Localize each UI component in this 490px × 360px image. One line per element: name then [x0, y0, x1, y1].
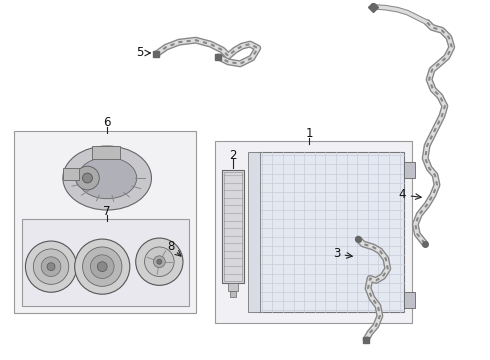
Circle shape [82, 173, 93, 183]
Text: 3: 3 [333, 247, 340, 260]
Text: 2: 2 [229, 149, 237, 162]
Bar [224, 172, 242, 282]
Bar [248, 152, 260, 312]
Text: 7: 7 [103, 205, 111, 218]
Ellipse shape [77, 157, 137, 199]
Circle shape [91, 255, 114, 278]
Circle shape [145, 247, 174, 276]
Text: 1: 1 [305, 127, 313, 140]
Circle shape [47, 263, 55, 271]
Circle shape [157, 259, 162, 264]
Text: 5: 5 [136, 45, 144, 59]
Circle shape [98, 262, 107, 271]
Bar [228, 283, 238, 291]
Text: 8: 8 [168, 240, 175, 253]
Bar [404, 292, 416, 308]
Bar [93, 145, 120, 159]
Circle shape [136, 238, 183, 285]
Text: 6: 6 [103, 116, 111, 129]
Ellipse shape [63, 146, 151, 210]
Bar [22, 219, 189, 306]
Circle shape [74, 239, 130, 294]
Bar [258, 152, 404, 312]
Circle shape [75, 166, 99, 190]
Bar [14, 131, 196, 313]
Circle shape [25, 241, 76, 292]
Circle shape [41, 257, 61, 276]
Bar [63, 168, 78, 180]
Circle shape [33, 249, 69, 284]
Circle shape [82, 247, 122, 286]
Bar [404, 162, 416, 178]
Bar [222, 170, 244, 283]
Bar [216, 141, 413, 323]
Text: 4: 4 [399, 188, 406, 201]
Bar [230, 291, 236, 297]
Circle shape [153, 256, 165, 267]
